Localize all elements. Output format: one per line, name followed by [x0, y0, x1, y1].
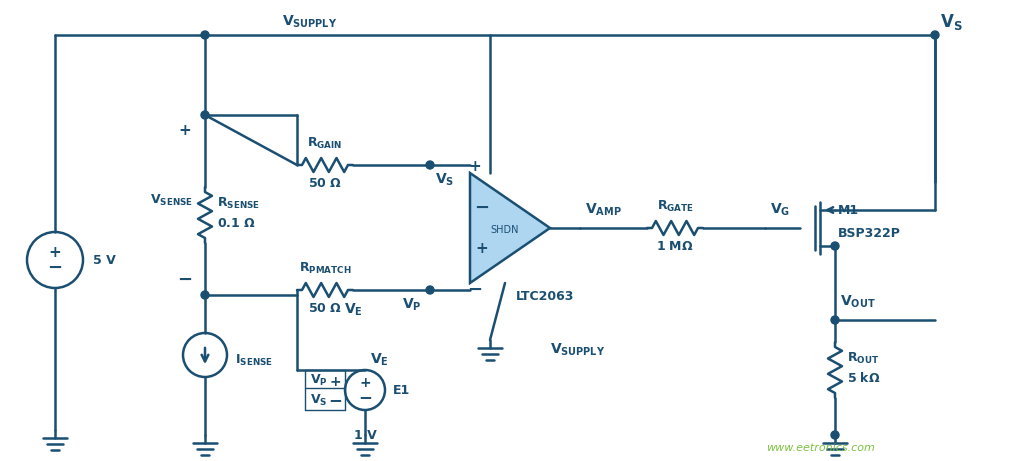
Text: $\mathbf{V_G}$: $\mathbf{V_G}$: [770, 202, 790, 218]
Text: $\mathbf{V_S}$: $\mathbf{V_S}$: [310, 392, 327, 408]
Text: $\mathbf{R_{SENSE}}$: $\mathbf{R_{SENSE}}$: [218, 195, 260, 211]
Text: +: +: [476, 241, 488, 255]
Text: −: −: [47, 259, 63, 277]
Text: $\mathbf{R_{PMATCH}}$: $\mathbf{R_{PMATCH}}$: [299, 260, 351, 276]
Text: $\mathbf{V_{OUT}}$: $\mathbf{V_{OUT}}$: [840, 294, 875, 310]
Text: $\mathbf{V_E}$: $\mathbf{V_E}$: [370, 352, 389, 368]
Text: +: +: [179, 123, 192, 137]
Text: $\mathbf{V_P}$: $\mathbf{V_P}$: [402, 297, 422, 313]
Text: $\mathbf{V_{SUPPLY}}$: $\mathbf{V_{SUPPLY}}$: [550, 342, 605, 358]
Circle shape: [831, 242, 839, 250]
Circle shape: [931, 31, 939, 39]
Text: −: −: [358, 388, 372, 406]
Circle shape: [201, 291, 209, 299]
Text: $\mathbf{50\ \Omega}$: $\mathbf{50\ \Omega}$: [308, 301, 342, 314]
Text: −: −: [177, 271, 193, 289]
Text: $\mathbf{V_S}$: $\mathbf{V_S}$: [435, 172, 455, 188]
Text: 5 V: 5 V: [93, 254, 116, 266]
Text: $\mathbf{R_{OUT}}$: $\mathbf{R_{OUT}}$: [847, 350, 879, 366]
Text: −: −: [468, 281, 482, 299]
Text: −: −: [328, 391, 342, 409]
Text: +: +: [469, 159, 481, 173]
Circle shape: [831, 316, 839, 324]
Text: M1: M1: [838, 203, 859, 217]
Text: $\mathbf{1\ M\Omega}$: $\mathbf{1\ M\Omega}$: [657, 240, 694, 253]
Circle shape: [426, 161, 434, 169]
Text: $\mathbf{V_{SENSE}}$: $\mathbf{V_{SENSE}}$: [150, 192, 193, 207]
Text: $\mathbf{V_E}$: $\mathbf{V_E}$: [344, 302, 362, 318]
Text: −: −: [474, 199, 489, 217]
Circle shape: [201, 111, 209, 119]
Text: BSP322P: BSP322P: [838, 226, 901, 240]
Text: $\mathbf{V_S}$: $\mathbf{V_S}$: [940, 12, 962, 32]
Text: $\mathbf{V_{SUPPLY}}$: $\mathbf{V_{SUPPLY}}$: [282, 14, 338, 30]
Text: $\mathbf{0.1\ \Omega}$: $\mathbf{0.1\ \Omega}$: [218, 217, 255, 230]
Text: $\mathbf{R_{GATE}}$: $\mathbf{R_{GATE}}$: [657, 198, 694, 213]
Text: LTC2063: LTC2063: [516, 290, 575, 302]
Text: $\mathbf{50\ \Omega}$: $\mathbf{50\ \Omega}$: [308, 177, 342, 189]
Text: $\mathbf{V_{AMP}}$: $\mathbf{V_{AMP}}$: [585, 202, 622, 218]
Circle shape: [201, 31, 209, 39]
Text: +: +: [359, 376, 370, 390]
Text: $\mathbf{I_{SENSE}}$: $\mathbf{I_{SENSE}}$: [235, 353, 273, 367]
Circle shape: [426, 286, 434, 294]
Circle shape: [831, 431, 839, 439]
Text: $\mathbf{5\ k\Omega}$: $\mathbf{5\ k\Omega}$: [847, 371, 880, 385]
Text: SHDN: SHDN: [490, 225, 519, 235]
Text: 1 V: 1 V: [354, 429, 377, 442]
Text: E1: E1: [393, 384, 410, 396]
Text: $\mathbf{V_P}$: $\mathbf{V_P}$: [310, 372, 327, 388]
Text: $\mathbf{R_{GAIN}}$: $\mathbf{R_{GAIN}}$: [307, 136, 343, 151]
Text: www.eetronics.com: www.eetronics.com: [765, 443, 874, 453]
Polygon shape: [470, 173, 550, 283]
Text: +: +: [48, 244, 62, 260]
Text: +: +: [329, 375, 341, 389]
